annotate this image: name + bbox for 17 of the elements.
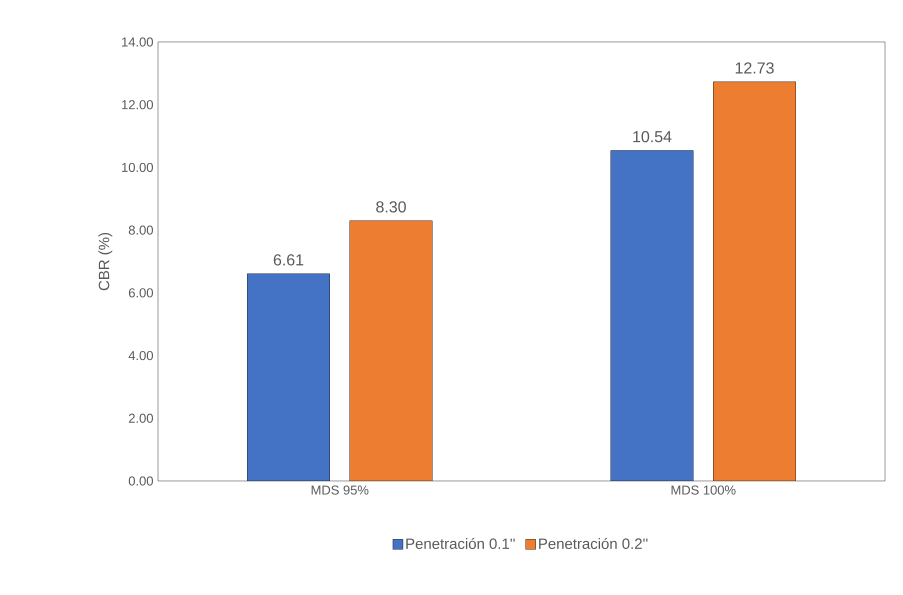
y-tick-label: 6.00 (128, 288, 153, 298)
legend-label: Penetración 0.2'' (539, 538, 648, 549)
y-tick-label: 12.00 (122, 100, 153, 110)
y-axis-title: CBR (%) (98, 232, 112, 290)
y-tick-label: 8.00 (128, 226, 153, 235)
y-tick-label: 10.00 (122, 162, 153, 172)
data-label: 8.30 (376, 201, 406, 213)
legend-label: Penetración 0.1'' (406, 538, 515, 549)
data-label: 10.54 (633, 131, 672, 142)
data-label: 12.73 (736, 62, 774, 74)
data-label: 6.61 (274, 254, 304, 266)
x-tick-label: MDS 100% (672, 486, 736, 495)
y-tick-label: 14.00 (122, 37, 153, 47)
y-tick-label: 0.00 (128, 476, 153, 486)
y-tick-label: 2.00 (128, 414, 153, 423)
y-tick-label: 4.00 (128, 350, 153, 360)
x-tick-label: MDS 95% (312, 486, 368, 495)
